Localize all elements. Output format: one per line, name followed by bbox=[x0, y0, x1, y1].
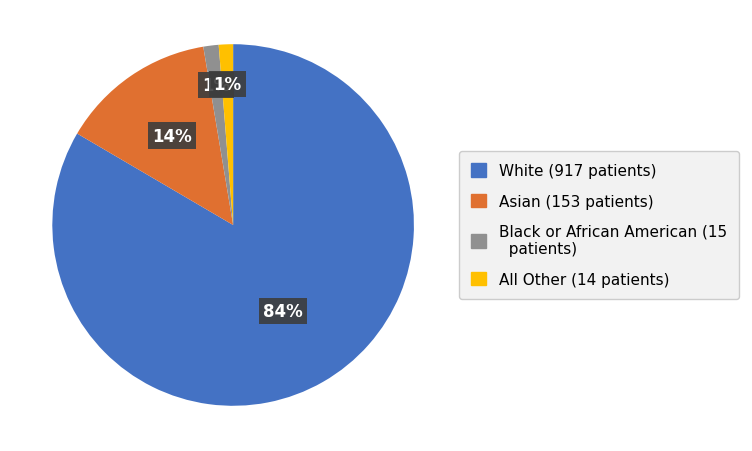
Text: 1%: 1% bbox=[202, 77, 230, 95]
Legend: White (917 patients), Asian (153 patients), Black or African American (15
  pati: White (917 patients), Asian (153 patient… bbox=[459, 152, 739, 299]
Text: 84%: 84% bbox=[262, 303, 302, 321]
Wedge shape bbox=[77, 47, 233, 226]
Wedge shape bbox=[53, 45, 414, 406]
Text: 1%: 1% bbox=[214, 76, 241, 94]
Wedge shape bbox=[219, 45, 233, 226]
Wedge shape bbox=[203, 46, 233, 226]
Text: 14%: 14% bbox=[152, 127, 192, 145]
